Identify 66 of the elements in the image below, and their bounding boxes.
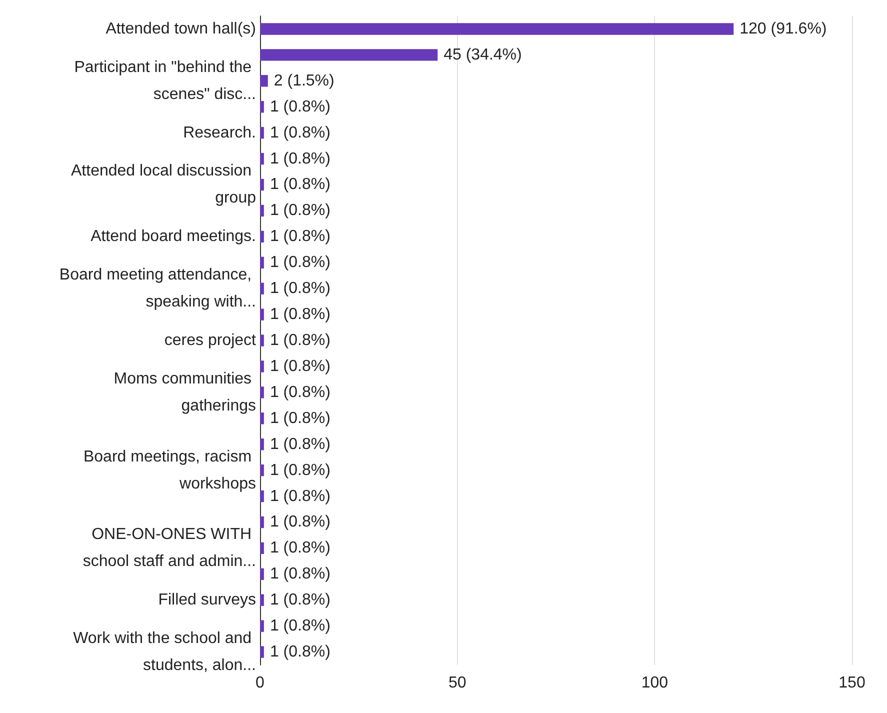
data-label: 1 (0.8%) [270,384,330,401]
data-label: 1 (0.8%) [270,228,330,246]
bar [260,101,264,113]
data-label: 1 (0.8%) [270,280,330,298]
data-label: 1 (0.8%) [270,124,330,142]
data-label: 1 (0.8%) [270,488,330,505]
data-label: 1 (0.8%) [270,98,330,116]
y-tick-label: Attended town hall(s) [106,20,256,38]
data-label: 1 (0.8%) [270,176,330,194]
data-label: 1 (0.8%) [270,436,330,453]
data-label: 1 (0.8%) [270,254,330,272]
bar [260,594,264,606]
data-label: 1 (0.8%) [270,514,330,531]
y-tick-label: Board meeting attendance, speaking with... [59,266,256,311]
data-label: 1 (0.8%) [270,150,330,168]
data-label: 1 (0.8%) [270,592,330,609]
bar [260,620,264,632]
data-label: 1 (0.8%) [270,306,330,324]
y-tick-label: Work with the school and students, alon... [73,630,256,674]
data-label: 1 (0.8%) [270,332,330,349]
y-tick-label: Research. [183,124,256,142]
x-tick-label: 0 [256,674,265,692]
bar [260,204,264,217]
bar [260,230,264,242]
y-tick-label: Participant in "behind the scenes" disc... [74,58,256,103]
data-label: 1 (0.8%) [270,358,330,375]
data-label: 1 (0.8%) [270,462,330,479]
bar [260,360,264,372]
x-tick-label: 50 [448,674,466,692]
bar [260,308,264,320]
x-tick-label: 100 [641,674,668,692]
y-tick-label: ONE-ON-ONES WITH school staff and admin... [82,526,256,570]
data-label: 1 (0.8%) [270,566,330,583]
data-label: 1 (0.8%) [270,540,330,557]
x-tick-label: 150 [838,674,866,692]
bar [260,49,438,61]
bar [260,542,264,554]
bar [260,516,264,528]
data-label: 120 (91.6%) [740,20,827,38]
y-tick-label: Board meetings, racism workshops [83,448,256,492]
y-tick-label: ceres project [164,332,257,349]
y-tick-label: Filled surveys [158,592,256,609]
bar [260,23,734,35]
bar [260,490,264,502]
bar [260,256,264,268]
data-label: 2 (1.5%) [274,72,334,90]
bar [260,386,264,398]
bar [260,568,264,580]
bar [260,438,264,450]
bar [260,75,268,87]
bar [260,178,264,191]
bar [260,152,264,165]
data-label: 1 (0.8%) [270,644,330,661]
bar [260,282,264,294]
bar [260,646,264,658]
bar [260,412,264,424]
y-tick-label: Attended local discussion group [71,162,256,207]
bar [260,334,264,346]
y-tick-label: Attend board meetings. [90,228,256,246]
bar [260,464,264,476]
y-tick-label: Moms communities gatherings [114,370,256,414]
data-label: 1 (0.8%) [270,202,330,220]
data-label: 1 (0.8%) [270,618,330,635]
data-label: 1 (0.8%) [270,410,330,427]
data-label: 45 (34.4%) [444,46,522,64]
bar [260,126,264,139]
